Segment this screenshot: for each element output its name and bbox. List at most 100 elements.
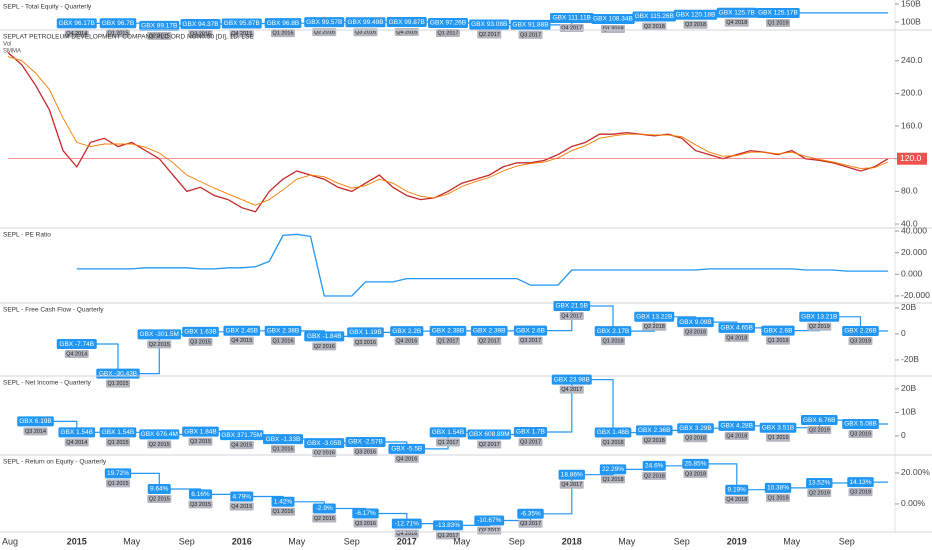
period-label: Q4 2017	[561, 313, 582, 319]
pane-title: SEPL - Return on Equity - Quarterly	[3, 459, 107, 466]
period-badge	[683, 469, 708, 478]
value-badge	[180, 19, 221, 30]
period-badge	[642, 471, 667, 480]
value-badge-label: GBX 2.38B	[267, 328, 300, 335]
period-label: Q4 2018	[726, 433, 747, 439]
series-line	[7, 52, 889, 213]
period-label: Q1 2017	[437, 440, 458, 446]
value-badge	[139, 20, 180, 31]
value-badge	[551, 374, 592, 385]
period-label: Q1 2018	[602, 477, 623, 483]
value-badge-label: GBX -30.43B	[99, 370, 137, 377]
period-badge	[477, 336, 502, 345]
value-badge	[553, 300, 591, 311]
period-label: Q3 2017	[520, 521, 541, 527]
value-badge	[56, 339, 97, 350]
period-badge	[683, 328, 708, 337]
period-label: Q4 2015	[231, 504, 252, 510]
value-badge-label: GBX 115.26B	[635, 13, 674, 20]
period-badge	[64, 29, 89, 38]
value-badge	[137, 329, 181, 340]
period-label: Q3 2017	[520, 338, 541, 344]
period-label: Q3 2015	[190, 339, 211, 345]
x-tick-label: 2018	[562, 536, 582, 546]
period-badge	[807, 489, 832, 498]
y-tick-label: 100B	[901, 16, 921, 26]
period-label: Q4 2016	[396, 30, 417, 36]
value-badge	[220, 430, 264, 441]
value-badge-label: 22.29%	[602, 466, 624, 473]
value-badge-label: GBX 4.65B	[720, 325, 753, 332]
x-tick-label: May	[783, 536, 801, 546]
value-badge-label: GBX 1.54B	[432, 429, 465, 436]
pane-title: SEPLAT PETROLEUM DEVELOPMENT COMPANY PLC…	[3, 34, 254, 41]
value-badge-label: GBX 91.88B	[512, 22, 548, 29]
period-badge	[807, 426, 832, 435]
value-badge	[304, 331, 345, 342]
period-badge	[559, 480, 584, 489]
period-badge	[518, 30, 543, 39]
period-badge	[436, 28, 460, 37]
period-label: Q4 2017	[561, 387, 582, 393]
value-badge-label: -13.83%	[436, 522, 460, 529]
period-label: Q2 2015	[149, 33, 170, 39]
period-label: Q1 2019	[767, 495, 788, 501]
value-badge-label: GBX 99.57B	[306, 19, 342, 26]
period-label: Q4 2016	[396, 456, 417, 462]
period-badge	[353, 447, 378, 456]
value-badge-label: GBX 2.39B	[473, 328, 506, 335]
y-tick-label: 40.0	[901, 218, 918, 228]
period-badge	[271, 336, 295, 345]
value-badge	[474, 515, 505, 526]
period-badge	[147, 31, 172, 40]
value-badge	[517, 508, 544, 519]
period-badge	[271, 29, 295, 38]
y-tick-label: 150B	[901, 0, 921, 8]
value-badge	[104, 468, 132, 479]
period-label: Q3 2015	[190, 439, 211, 445]
y-tick-label: 240.0	[901, 55, 923, 65]
y-tick-label: 160.0	[901, 120, 923, 130]
period-label: Q1 2019	[767, 338, 788, 344]
value-badge-label: GBX 2.2B	[392, 328, 421, 335]
value-badge-label: -6.17%	[355, 510, 376, 517]
value-badge-label: GBX 13.22B	[636, 313, 672, 320]
pane-title: SEPL - Net Income - Quarterly	[3, 380, 92, 387]
period-badge	[724, 431, 749, 440]
x-tick-label: Sep	[839, 536, 855, 546]
y-tick-label: -20.000	[901, 290, 930, 300]
period-badge	[394, 454, 419, 463]
value-badge-label: GBX 96.17B	[59, 20, 95, 27]
value-badge	[429, 427, 467, 438]
value-badge-label: GBX -2.57B	[348, 439, 383, 446]
period-badge	[518, 336, 543, 345]
value-badge-label: GBX 1.48B	[597, 429, 630, 436]
value-badge	[716, 7, 757, 18]
period-label: Q1 2017	[437, 338, 458, 344]
period-badge	[683, 434, 708, 443]
value-badge	[842, 326, 879, 337]
period-label: Q4 2015	[231, 338, 252, 344]
period-label: Q3 2016	[355, 340, 376, 346]
value-badge-label: GBX 13.21B	[801, 313, 837, 320]
value-badge	[632, 11, 676, 22]
value-badge	[799, 311, 840, 322]
x-tick-label: Sep	[509, 536, 525, 546]
value-badge-label: GBX 21.5B	[555, 303, 588, 310]
value-badge-label: GBX -3.05B	[307, 440, 342, 447]
period-badge	[601, 337, 625, 346]
value-badge	[99, 18, 137, 29]
value-badge	[842, 419, 879, 430]
value-badge	[594, 427, 632, 438]
value-badge	[429, 325, 467, 336]
value-badge	[189, 489, 212, 500]
last-value-label: 120.0	[900, 153, 922, 163]
period-label: Q4 2014	[66, 440, 87, 446]
value-badge	[139, 429, 180, 440]
period-badge	[106, 438, 130, 447]
value-badge-label: -6.35%	[520, 511, 541, 518]
period-badge	[848, 337, 873, 346]
period-badge	[642, 22, 667, 31]
value-badge-label: GBX 9.09B	[679, 319, 712, 326]
period-badge	[724, 333, 749, 342]
